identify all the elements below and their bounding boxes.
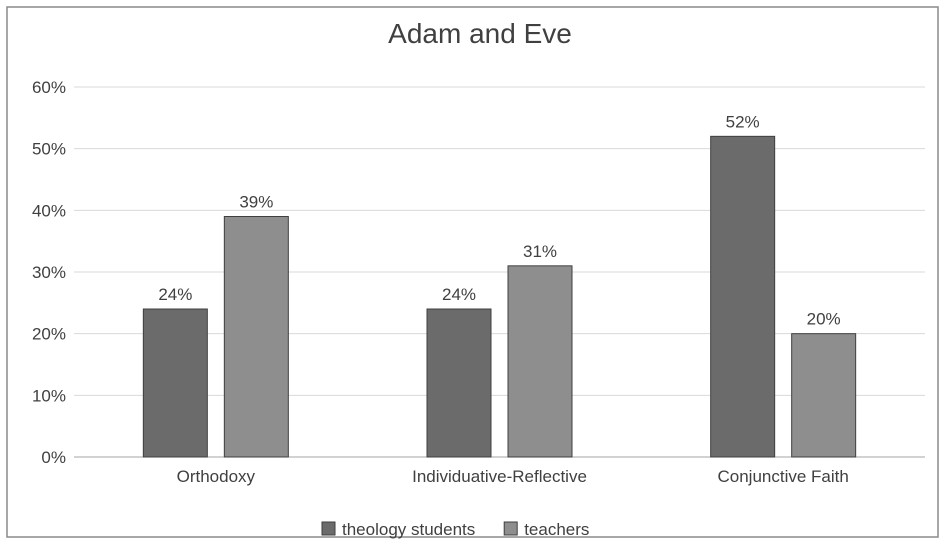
gridlines (74, 86, 925, 458)
y-tick-label: 60% (32, 78, 66, 97)
y-tick-label: 10% (32, 386, 66, 405)
bar-theology-students (710, 135, 776, 458)
legend-label: theology students (342, 520, 475, 539)
bar-data-label: 24% (158, 285, 192, 304)
y-tick-label: 50% (32, 140, 66, 159)
bar-data-label: 24% (442, 285, 476, 304)
bars (142, 135, 857, 458)
x-tick-label: Orthodoxy (177, 467, 256, 486)
chart-title: Adam and Eve (388, 18, 572, 49)
bar-teachers (507, 265, 573, 458)
bar-data-label: 20% (807, 310, 841, 329)
bar-theology-students (426, 308, 492, 458)
bar-theology-students (142, 308, 208, 458)
bar-data-labels: 24% 39% 24% 31% 52% 20% (158, 112, 840, 328)
bar-data-label: 39% (239, 193, 273, 212)
y-tick-label: 30% (32, 263, 66, 282)
x-tick-label: Individuative-Reflective (412, 467, 587, 486)
x-axis-ticks: Orthodoxy Individuative-Reflective Conjunc… (177, 467, 849, 486)
legend: theology students teachers (321, 520, 589, 539)
bar-data-label: 52% (726, 112, 760, 131)
y-tick-label: 40% (32, 201, 66, 220)
legend-label: teachers (524, 520, 589, 539)
legend-swatch (321, 521, 336, 536)
bar-teachers (223, 216, 289, 458)
bar-data-label: 31% (523, 242, 557, 261)
legend-swatch (503, 521, 518, 536)
y-tick-label: 0% (41, 448, 66, 467)
bar-teachers (791, 333, 857, 458)
y-tick-label: 20% (32, 325, 66, 344)
x-tick-label: Conjunctive Faith (717, 467, 848, 486)
y-axis-ticks: 0% 10% 20% 30% 40% 50% 60% (32, 78, 66, 467)
